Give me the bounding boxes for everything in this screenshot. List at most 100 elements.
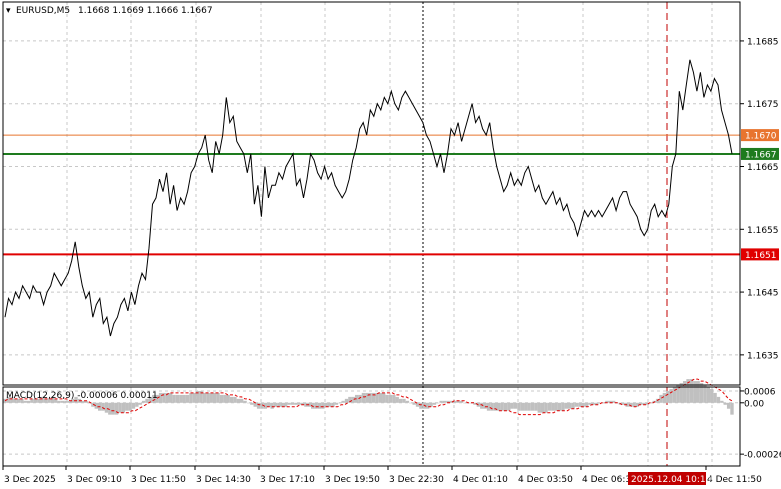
macd-histogram-bar bbox=[317, 402, 322, 409]
chart-frame bbox=[2, 1, 741, 467]
macd-histogram-bar bbox=[324, 402, 328, 407]
macd-histogram-bar bbox=[520, 402, 525, 411]
time-axis: 3 Dec 2025 3 Dec 09:10 3 Dec 11:50 3 Dec 14… bbox=[2, 466, 762, 485]
macd-histogram-bar bbox=[601, 402, 606, 404]
macd-histogram-bar bbox=[507, 402, 511, 411]
macd-histogram-bar bbox=[361, 392, 366, 403]
time-tick-label: 4 Dec 01:10 bbox=[453, 475, 508, 485]
macd-histogram-bar bbox=[368, 392, 372, 403]
macd-histogram-bar bbox=[513, 402, 518, 409]
macd-histogram-bar bbox=[588, 402, 592, 405]
macd-histogram-bar bbox=[250, 402, 254, 405]
macd-histogram-bar bbox=[672, 387, 677, 403]
macd-histogram-bar bbox=[419, 402, 423, 409]
macd-signal-line bbox=[4, 378, 733, 416]
macd-histogram-bar bbox=[314, 402, 318, 409]
macd-histogram-bar bbox=[365, 392, 369, 403]
macd-histogram-bar bbox=[564, 402, 568, 409]
macd-histogram-bar bbox=[209, 392, 213, 403]
macd-histogram-bar bbox=[456, 400, 460, 403]
macd-histogram-bar bbox=[571, 402, 575, 409]
price-tick-label: 1.1685 bbox=[747, 37, 779, 47]
macd-histogram-bar bbox=[169, 392, 173, 403]
macd-histogram-bar bbox=[6, 396, 11, 403]
macd-histogram-bar bbox=[280, 402, 284, 407]
macd-histogram-bar bbox=[713, 392, 717, 403]
macd-histogram-bar bbox=[30, 398, 34, 403]
macd-histogram-bar bbox=[649, 402, 653, 404]
macd-histogram-bar bbox=[226, 394, 230, 403]
time-tick-label: 3 Dec 2025 bbox=[4, 475, 56, 485]
macd-histogram-bar bbox=[682, 381, 687, 403]
macd-histogram-bar bbox=[233, 396, 237, 403]
macd-histogram-bar bbox=[537, 402, 541, 413]
macd-histogram-bar bbox=[199, 390, 203, 403]
macd-histogram-bar bbox=[547, 402, 552, 411]
macd-histogram-bar bbox=[338, 402, 342, 404]
macd-histogram-bar bbox=[91, 402, 95, 407]
time-tick-label: 3 Dec 09:10 bbox=[67, 475, 122, 485]
macd-histogram-bar bbox=[287, 402, 291, 405]
ohlc-header: 1.1668 1.1669 1.1666 1.1667 bbox=[78, 6, 213, 16]
macd-histogram-bar bbox=[395, 396, 399, 403]
price-tick-label: 1.1635 bbox=[747, 351, 779, 361]
macd-histogram-bar bbox=[425, 402, 430, 409]
macd-histogram-bar bbox=[639, 402, 643, 405]
macd-histogram-bar bbox=[182, 394, 186, 403]
price-level-tag-label: 1.1667 bbox=[745, 150, 777, 160]
macd-histogram-bar bbox=[378, 392, 383, 403]
macd-histogram-bar bbox=[696, 381, 700, 403]
macd-tick-label: 0.00 bbox=[744, 399, 764, 409]
macd-tick-label: 0.0006 bbox=[744, 387, 776, 397]
macd-histogram-bar bbox=[307, 402, 312, 407]
price-tick-label: 1.1665 bbox=[747, 163, 779, 173]
macd-histogram-bar bbox=[703, 385, 707, 403]
macd-histogram-bar bbox=[503, 402, 508, 411]
macd-histogram-bar bbox=[710, 388, 714, 403]
macd-histogram-bar bbox=[486, 402, 491, 411]
macd-histogram-bar bbox=[554, 402, 558, 411]
price-pane[interactable]: 1.1685 1.1675 1.1665 1.1655 1.1645 1.1635 1.1… bbox=[3, 2, 779, 466]
macd-histogram-bar bbox=[510, 402, 514, 409]
macd-histogram-bar bbox=[253, 402, 257, 407]
macd-histogram-bar bbox=[10, 396, 14, 403]
macd-histogram-bar bbox=[81, 400, 85, 403]
macd-histogram-bar bbox=[666, 390, 670, 403]
macd-label: MACD(12,26,9) -0.00006 0.00011 bbox=[6, 391, 158, 401]
price-level-tag-label: 1.1670 bbox=[745, 132, 777, 142]
price-grid bbox=[3, 2, 740, 466]
macd-histogram-bar bbox=[13, 398, 17, 403]
macd-histogram-bar bbox=[730, 402, 734, 415]
price-pane-border bbox=[2, 1, 741, 386]
macd-pane-border bbox=[2, 386, 741, 467]
macd-histogram-bar bbox=[50, 396, 55, 403]
macd-histogram-bar bbox=[172, 394, 176, 403]
macd-histogram-bar bbox=[114, 402, 119, 415]
macd-histogram-bar bbox=[331, 402, 335, 407]
macd-histogram-bar bbox=[16, 398, 21, 403]
time-tick-label: 3 Dec 19:50 bbox=[325, 475, 380, 485]
macd-histogram-bar bbox=[686, 379, 690, 403]
time-tick-label: 3 Dec 14:30 bbox=[196, 475, 251, 485]
macd-histogram-bar bbox=[595, 402, 599, 405]
macd-histogram-bar bbox=[138, 402, 142, 405]
macd-histogram-bar bbox=[699, 383, 704, 403]
macd-histogram-bar bbox=[388, 394, 393, 403]
macd-histogram-bar bbox=[192, 392, 197, 403]
symbol-header-arrow[interactable]: ▾ bbox=[6, 6, 11, 16]
macd-histogram-bar bbox=[277, 402, 281, 407]
macd-histogram-bar bbox=[581, 402, 585, 407]
macd-histogram-bar bbox=[382, 392, 386, 403]
price-levels[interactable] bbox=[3, 134, 740, 256]
macd-histogram-bar bbox=[611, 400, 616, 403]
macd-histogram-bar bbox=[655, 398, 660, 403]
macd-pane[interactable]: 0.0006 0.00 -0.00026 MACD(12,26,9) -0.0000… bbox=[3, 378, 781, 466]
macd-histogram-bar bbox=[517, 402, 521, 411]
macd-histogram-bar bbox=[402, 398, 406, 403]
macd-histogram-bar bbox=[94, 402, 98, 409]
macd-histogram-bar bbox=[327, 402, 332, 407]
macd-histogram-bar bbox=[344, 398, 349, 403]
macd-histogram-bar bbox=[679, 383, 683, 403]
